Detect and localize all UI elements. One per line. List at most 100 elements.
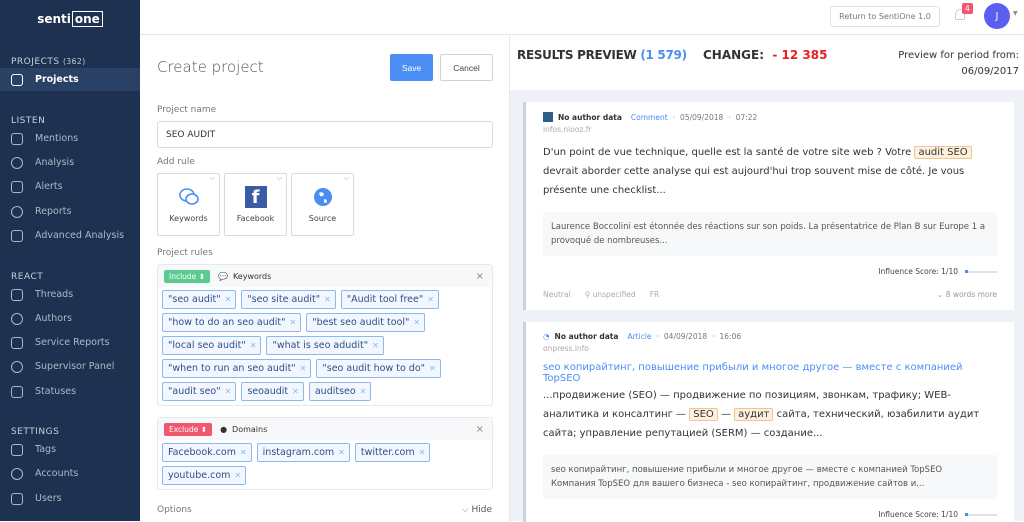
add-rule-label: Add rule [157, 157, 195, 167]
hide-options-toggle[interactable]: ⌵ Hide [462, 505, 492, 515]
rule-tag[interactable]: "seo audit how to do" ✕ [316, 359, 441, 378]
sidebar-item-analysis[interactable]: Analysis [0, 151, 140, 174]
sidebar-item-accounts[interactable]: Accounts [0, 462, 140, 485]
source-domain[interactable]: onpress.info [543, 344, 589, 353]
options-label: Options [157, 505, 192, 515]
rule-tag[interactable]: "seo site audit" ✕ [241, 290, 336, 309]
rule-type-label: Keywords [169, 214, 208, 223]
rule-tag[interactable]: instagram.com ✕ [256, 443, 350, 462]
rule-tag[interactable]: auditseo ✕ [308, 382, 372, 401]
sidebar-item-reports[interactable]: Reports [0, 200, 140, 223]
rule-tag[interactable]: twitter.com ✕ [354, 443, 431, 462]
rule-tag[interactable]: Facebook.com ✕ [162, 443, 252, 462]
sidebar-item-projects[interactable]: Projects [0, 68, 140, 91]
chevron-down-icon: ⌵ [343, 174, 349, 182]
logo-text-box: one [71, 11, 103, 27]
facebook-icon: f [244, 186, 267, 208]
sidebar-item-authors[interactable]: Authors [0, 307, 140, 330]
save-button[interactable]: Save [390, 54, 433, 81]
sidebar-item-threads[interactable]: Threads [0, 283, 140, 306]
sidebar-item-label: Reports [35, 206, 72, 217]
words-more-button[interactable]: ⌄ 8 words more [937, 290, 997, 299]
globe-icon: ● [220, 424, 228, 434]
rule-tag[interactable]: "when to run an seo audit" ✕ [162, 359, 312, 378]
sidebar-item-advanced-analysis[interactable]: Advanced Analysis [0, 224, 140, 247]
sidebar-item-label: Authors [35, 313, 72, 324]
keyword-highlight: SEO [689, 408, 718, 421]
result-card[interactable]: ◔ No author data Article · 04/09/2018 · 16:06 … [523, 322, 1014, 522]
notifications-bell-icon[interactable] [955, 9, 965, 20]
remove-tag-icon[interactable]: ✕ [292, 387, 299, 396]
rule-tag[interactable]: "seo audit" ✕ [162, 290, 237, 309]
sidebar-item-service-reports[interactable]: Service Reports [0, 331, 140, 354]
keywords-rule: Include ⬍ 💬 Keywords × "seo audit" ✕ "seo site… [157, 264, 493, 406]
authors-icon [11, 312, 23, 325]
article-headline-link[interactable]: seo копирайтинг, повышение прибыли и мно… [543, 362, 963, 384]
mention-type[interactable]: Article [627, 332, 652, 341]
rule-mode-select[interactable]: Include ⬍ [164, 269, 210, 283]
sidebar-item-mentions[interactable]: Mentions [0, 127, 140, 150]
project-name-label: Project name [157, 105, 217, 115]
rule-tag[interactable]: "what is seo adudit" ✕ [266, 336, 384, 355]
remove-tag-icon[interactable]: ✕ [413, 318, 421, 327]
sidebar-item-statuses[interactable]: Statuses [0, 380, 140, 403]
mention-quote: Laurence Boccolini est étonnée des réact… [543, 212, 997, 256]
rule-type-label: Facebook [236, 214, 275, 223]
rule-tag[interactable]: seoaudit ✕ [241, 382, 304, 401]
return-to-sentione-button[interactable]: Return to SentiOne 1.0 [830, 6, 940, 27]
chevron-down-icon: ⌵ [209, 174, 215, 182]
chevron-down-icon: ⌵ [461, 505, 472, 515]
sidebar-item-users[interactable]: Users [0, 487, 140, 510]
advanced-analysis-icon [11, 229, 23, 242]
remove-rule-close-icon[interactable]: × [475, 270, 484, 282]
sidebar-item-supervisor-panel[interactable]: Supervisor Panel [0, 355, 140, 378]
result-card[interactable]: No author data Comment · 05/09/2018 · 07:22 i… [523, 102, 1014, 310]
cancel-button[interactable]: Cancel [440, 54, 493, 81]
remove-rule-close-icon[interactable]: × [475, 423, 484, 435]
remove-tag-icon[interactable]: ✕ [338, 448, 345, 457]
add-rule-source[interactable]: ⌵ Source [291, 173, 354, 236]
rule-tag[interactable]: "best seo audit tool" ✕ [306, 313, 426, 332]
influence-bar-fill [965, 513, 969, 516]
remove-tag-icon[interactable]: ✕ [249, 341, 257, 350]
rule-mode-select[interactable]: Exclude ⬍ [164, 422, 213, 436]
influence-score: Influence Score: 1/10 [543, 510, 997, 519]
remove-tag-icon[interactable]: ✕ [289, 318, 297, 327]
user-avatar[interactable]: J [984, 3, 1010, 29]
remove-tag-icon[interactable]: ✕ [299, 364, 307, 373]
remove-tag-icon[interactable]: ✕ [234, 471, 242, 480]
change-indicator: CHANGE: - 12 385 [703, 48, 828, 62]
add-rule-keywords[interactable]: ⌵ Keywords [157, 173, 220, 236]
mention-text: ...продвижение (SEO) — продвижение по по… [543, 390, 980, 439]
remove-tag-icon[interactable]: ✕ [429, 364, 436, 373]
remove-tag-icon[interactable]: ✕ [324, 295, 331, 304]
remove-tag-icon[interactable]: ✕ [372, 341, 379, 350]
results-list[interactable]: No author data Comment · 05/09/2018 · 07:22 i… [510, 90, 1024, 522]
keywords-icon: 💬 [217, 271, 228, 281]
source-domain[interactable]: infos.niooz.fr [543, 125, 592, 134]
bell-icon [11, 180, 23, 193]
sidebar-item-alerts[interactable]: Alerts [0, 175, 140, 198]
rule-tag[interactable]: "Audit tool free" ✕ [340, 290, 439, 309]
remove-tag-icon[interactable]: ✕ [239, 448, 247, 457]
sidebar-item-label: Accounts [35, 468, 79, 479]
rule-tag[interactable]: "local seo audit" ✕ [162, 336, 262, 355]
remove-tag-icon[interactable]: ✕ [224, 295, 232, 304]
sidebar-item-tags[interactable]: Tags [0, 438, 140, 461]
sentione-logo[interactable]: senti one [0, 11, 140, 27]
rule-tag[interactable]: youtube.com ✕ [162, 466, 247, 485]
remove-tag-icon[interactable]: ✕ [418, 448, 426, 457]
add-rule-facebook[interactable]: ⌵ f Facebook [224, 173, 287, 236]
rule-tag[interactable]: "audit seo" ✕ [162, 382, 237, 401]
remove-tag-icon[interactable]: ✕ [224, 387, 232, 396]
rule-tag[interactable]: "how to do an seo audit" ✕ [162, 313, 302, 332]
remove-tag-icon[interactable]: ✕ [427, 295, 434, 304]
sentiment-label[interactable]: Neutral [543, 290, 571, 299]
project-name-input[interactable]: SEO AUDIT [157, 121, 493, 148]
domains-rule: Exclude ⬍ ● Domains × Facebook.com ✕ instagram… [157, 417, 493, 490]
remove-tag-icon[interactable]: ✕ [359, 387, 367, 396]
user-menu-caret-icon[interactable]: ▼ [1013, 10, 1018, 17]
sidebar-item-label: Mentions [35, 133, 79, 144]
statuses-icon [11, 385, 23, 398]
mention-type[interactable]: Comment [630, 112, 668, 122]
